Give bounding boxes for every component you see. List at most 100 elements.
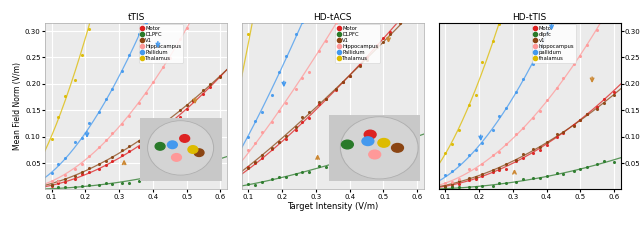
Point [84,154,94,157]
Point [84,166,94,170]
Point [470,175,481,179]
Point [70,167,80,171]
Point [488,128,498,132]
Point [518,152,528,156]
Point [488,39,498,42]
Point [454,177,464,181]
Legend: Motor, dlpfc, v1, hippocampus, pallidum, thalamus: Motor, dlpfc, v1, hippocampus, pallidum,… [532,24,577,63]
Point [511,180,521,184]
Point [511,132,521,136]
Point [298,116,308,119]
Point [534,145,545,149]
Point [447,169,457,173]
Point [215,75,225,79]
Point [60,180,70,184]
Point [47,183,57,187]
Point [175,170,185,173]
Point [314,164,324,167]
Point [338,80,348,84]
Point [274,109,284,112]
Title: HD-tTIS: HD-tTIS [513,13,547,22]
Point [331,88,341,92]
Point [298,170,308,174]
Point [534,176,545,180]
Point [477,163,488,166]
Point [257,181,267,184]
Point [47,137,57,141]
Point [321,97,331,101]
Title: tTIS: tTIS [127,13,145,22]
Point [274,175,284,179]
Point [84,170,94,174]
Point [257,130,267,134]
Point [575,118,586,122]
Point [148,174,158,178]
Point [494,182,504,185]
Point [84,27,94,31]
Point [70,174,80,178]
Title: HD-tACS: HD-tACS [314,13,352,22]
Point [60,157,70,160]
Point [412,0,422,4]
Point [412,135,422,139]
Point [541,143,552,147]
Point [552,87,562,90]
Point [534,109,545,112]
Point [124,149,134,153]
Point [291,88,301,91]
Point [117,153,127,157]
Point [362,55,372,59]
Point [250,142,260,145]
Point [304,170,314,174]
Point [331,22,341,26]
Point [182,107,192,111]
Point [494,168,504,172]
Point [528,151,538,155]
Point [298,20,308,24]
Point [372,43,382,47]
Point [344,0,355,2]
Point [100,181,111,185]
Point [385,30,396,34]
Point [477,172,488,176]
Point [84,122,94,125]
Point [568,124,579,128]
Point [60,94,70,98]
Point [558,76,568,80]
Point [93,183,104,187]
Point [205,162,215,165]
Point [440,173,451,177]
Point [93,162,104,166]
Point [447,180,457,184]
Point [182,26,192,30]
Point [267,177,277,180]
Point [395,16,405,20]
Point [107,131,117,135]
Point [511,158,521,162]
Point [100,139,111,142]
Point [395,22,405,25]
Point [53,179,63,183]
Point [304,70,314,74]
Y-axis label: Mean Field Norm (V/m): Mean Field Norm (V/m) [13,62,22,150]
Point [372,46,382,49]
Point [331,87,341,91]
Point [274,70,284,74]
Point [243,148,253,152]
Point [331,159,341,163]
Point [175,108,185,112]
Point [188,13,198,17]
Point [243,166,253,170]
Point [395,141,405,145]
Point [609,0,619,3]
Point [447,185,457,189]
Point [511,90,521,94]
Point [568,123,579,127]
Point [501,167,511,171]
Point [321,97,331,101]
Point [488,168,498,172]
Point [70,185,80,189]
Point [124,114,134,117]
Point [257,111,267,114]
Point [93,145,104,149]
